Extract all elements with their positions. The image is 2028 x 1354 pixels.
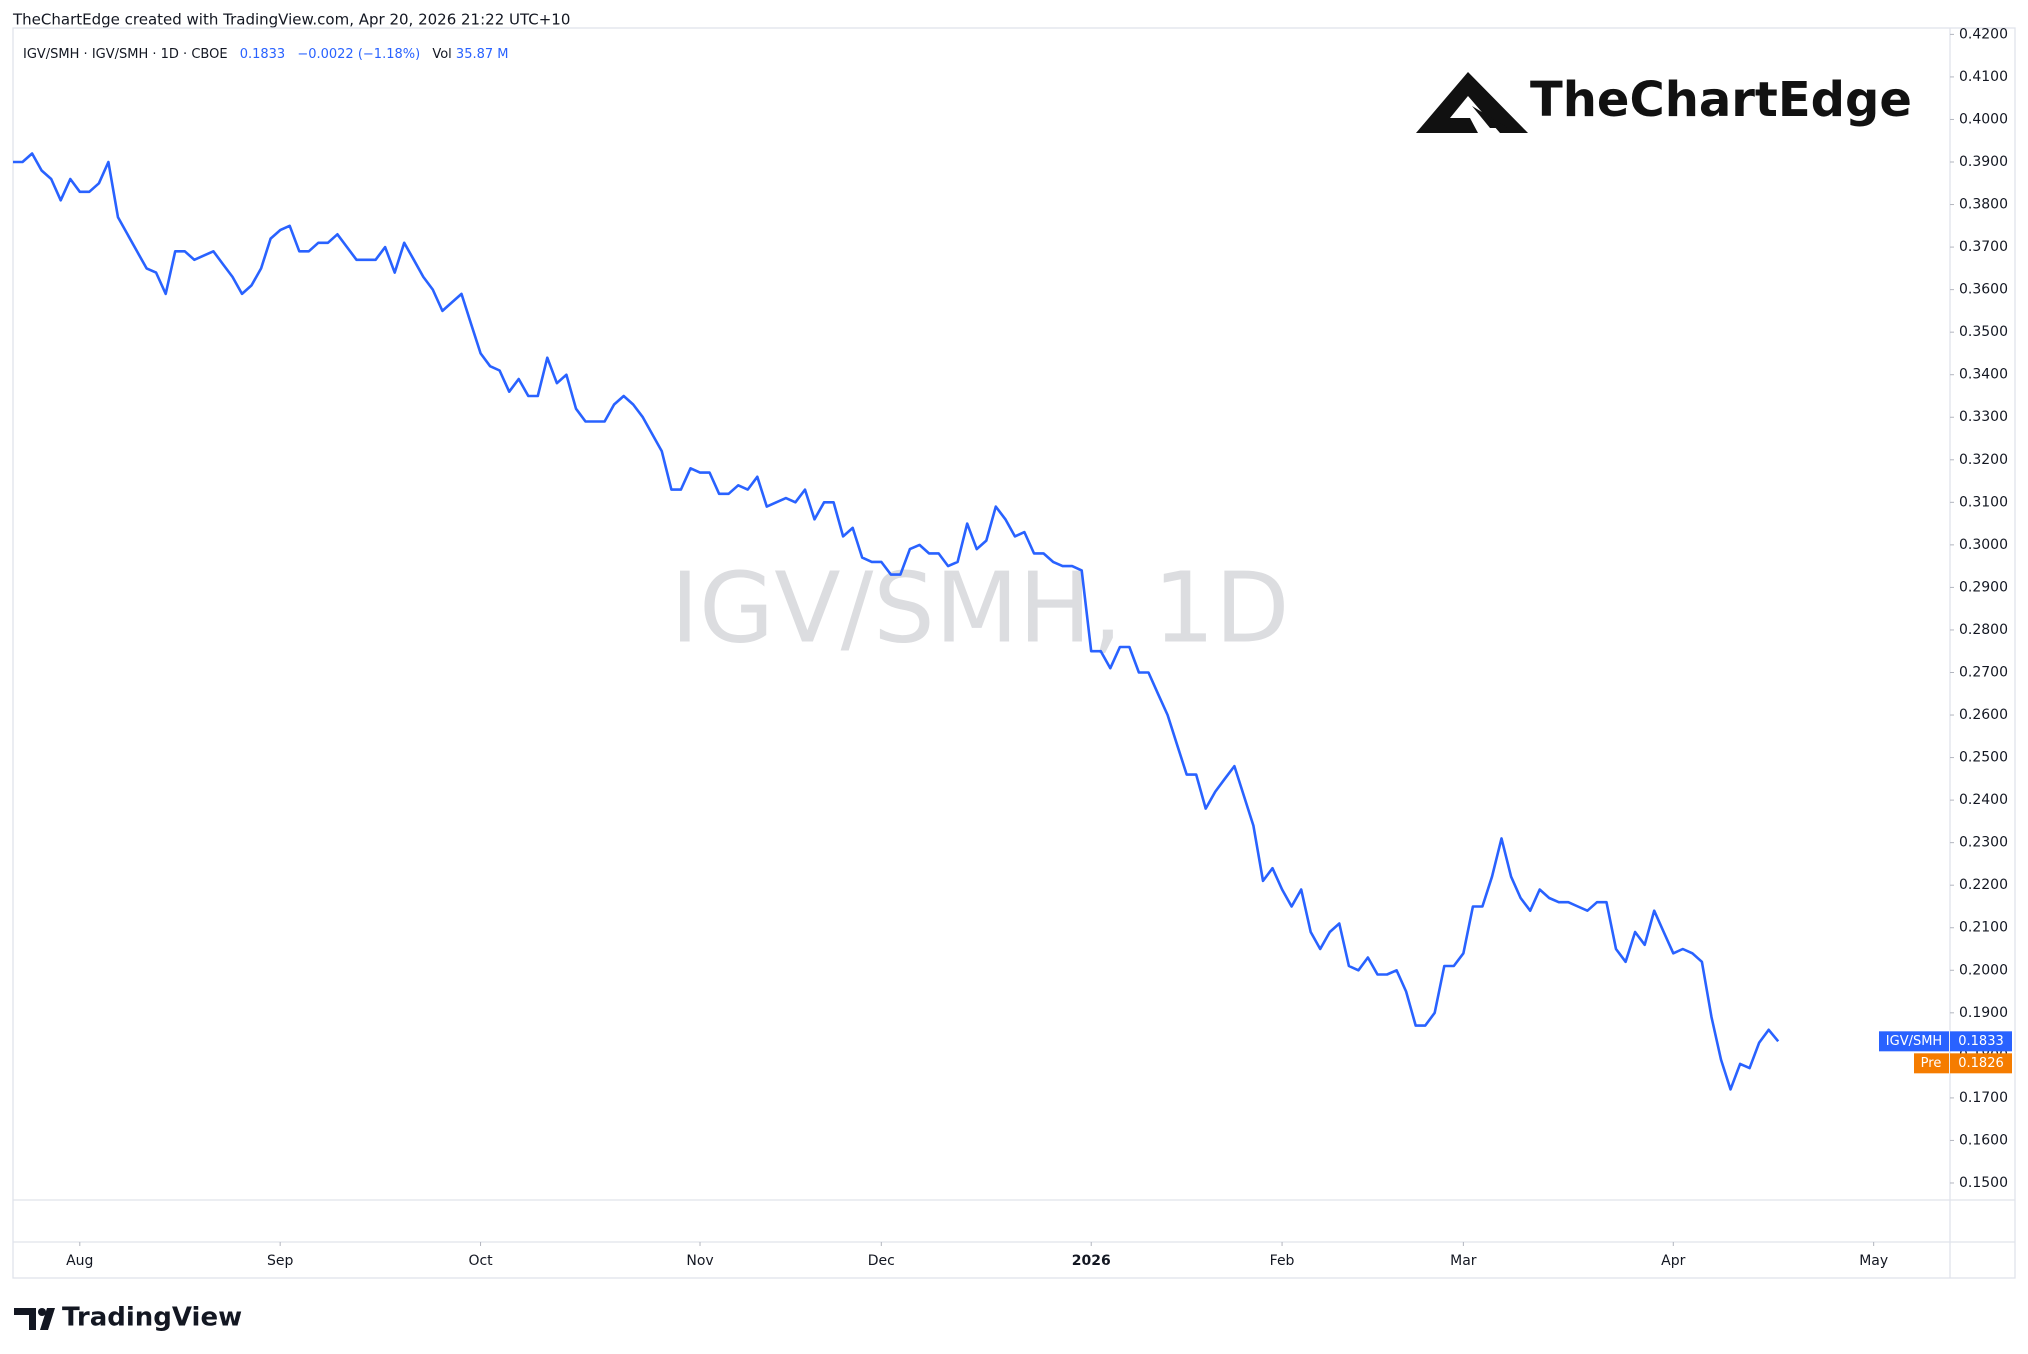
pre-label: 0.1826 bbox=[1958, 1056, 2004, 1071]
y-tick-label: 0.2600 bbox=[1959, 707, 2008, 723]
pre-label-name-box bbox=[1914, 1053, 1949, 1074]
legend-last: 0.1833 bbox=[240, 47, 286, 62]
y-tick-label: 0.2800 bbox=[1959, 622, 2008, 638]
y-tick-label: 0.1600 bbox=[1959, 1132, 2008, 1148]
x-tick-label: Nov bbox=[686, 1253, 713, 1269]
footer-icon bbox=[14, 1308, 55, 1330]
y-tick-label: 0.4100 bbox=[1959, 69, 2008, 85]
legend-vol-label: Vol bbox=[432, 47, 451, 62]
x-tick-label: Apr bbox=[1661, 1253, 1685, 1269]
logo-icon bbox=[1472, 106, 1508, 128]
y-tick-label: 0.2100 bbox=[1959, 920, 2008, 936]
x-tick-label: 2026 bbox=[1072, 1253, 1111, 1269]
price-line bbox=[13, 152, 1780, 1091]
y-tick-label: 0.3600 bbox=[1959, 282, 2008, 298]
legend-symbol: IGV/SMH · IGV/SMH · 1D · CBOE bbox=[23, 47, 228, 62]
y-tick-label: 0.2500 bbox=[1959, 750, 2008, 766]
y-tick-label: 0.4000 bbox=[1959, 111, 2008, 127]
watermark: IGV/SMH, 1D bbox=[670, 551, 1289, 664]
pre-label-box bbox=[1950, 1053, 2012, 1074]
y-tick-label: 0.3300 bbox=[1959, 409, 2008, 425]
y-tick-label: 0.3200 bbox=[1959, 452, 2008, 468]
y-tick-label: 0.2000 bbox=[1959, 962, 2008, 978]
legend-vol-value: 35.87 M bbox=[456, 47, 509, 62]
x-tick-label: May bbox=[1859, 1253, 1888, 1269]
y-tick-label: 0.3900 bbox=[1959, 154, 2008, 170]
frame bbox=[12, 27, 2016, 1279]
y-tick-label: 0.1900 bbox=[1959, 1005, 2008, 1021]
x-tick-label: Dec bbox=[868, 1253, 895, 1269]
footer-logo: TradingView bbox=[14, 1303, 242, 1333]
y-tick-label: 0.2900 bbox=[1959, 579, 2008, 595]
price-label-name-box bbox=[1879, 1031, 1949, 1052]
price-label: 0.1833 bbox=[1958, 1034, 2004, 1049]
logo-icon bbox=[1416, 72, 1528, 133]
y-tick-label: 0.2400 bbox=[1959, 792, 2008, 808]
y-tick-label: 0.1700 bbox=[1959, 1090, 2008, 1106]
y-tick-label: 0.2300 bbox=[1959, 835, 2008, 851]
footer-text: TradingView bbox=[62, 1303, 242, 1333]
y-tick-label: 0.3100 bbox=[1959, 494, 2008, 510]
x-tick-label: Feb bbox=[1270, 1253, 1295, 1269]
y-tick-label: 0.3700 bbox=[1959, 239, 2008, 255]
x-tick-label: Mar bbox=[1450, 1253, 1477, 1269]
logo-text: TheChartEdge bbox=[1530, 72, 1912, 128]
y-tick-label: 0.4200 bbox=[1959, 26, 2008, 42]
logo: TheChartEdge bbox=[1416, 72, 1912, 133]
pre-label-name: Pre bbox=[1921, 1056, 1942, 1071]
y-tick-label: 0.3000 bbox=[1959, 537, 2008, 553]
y-tick-label: 0.2200 bbox=[1959, 877, 2008, 893]
x-tick-label: Sep bbox=[267, 1253, 294, 1269]
header: TheChartEdge created with TradingView.co… bbox=[12, 11, 570, 29]
footer-icon bbox=[38, 1308, 46, 1316]
y-tick-label: 0.1500 bbox=[1959, 1175, 2008, 1191]
price-label-name: IGV/SMH bbox=[1886, 1034, 1942, 1049]
y-tick-label: 0.3400 bbox=[1959, 367, 2008, 383]
y-tick-label: 0.3800 bbox=[1959, 197, 2008, 213]
legend: IGV/SMH · IGV/SMH · 1D · CBOE 0.1833 −0.… bbox=[23, 47, 509, 62]
y-tick-label: 0.3500 bbox=[1959, 324, 2008, 340]
x-tick-label: Aug bbox=[66, 1253, 93, 1269]
y-tick-label: 0.2700 bbox=[1959, 664, 2008, 680]
price-label-box bbox=[1950, 1031, 2012, 1052]
legend-change: −0.0022 (−1.18%) bbox=[297, 47, 420, 62]
x-tick-label: Oct bbox=[468, 1253, 493, 1269]
